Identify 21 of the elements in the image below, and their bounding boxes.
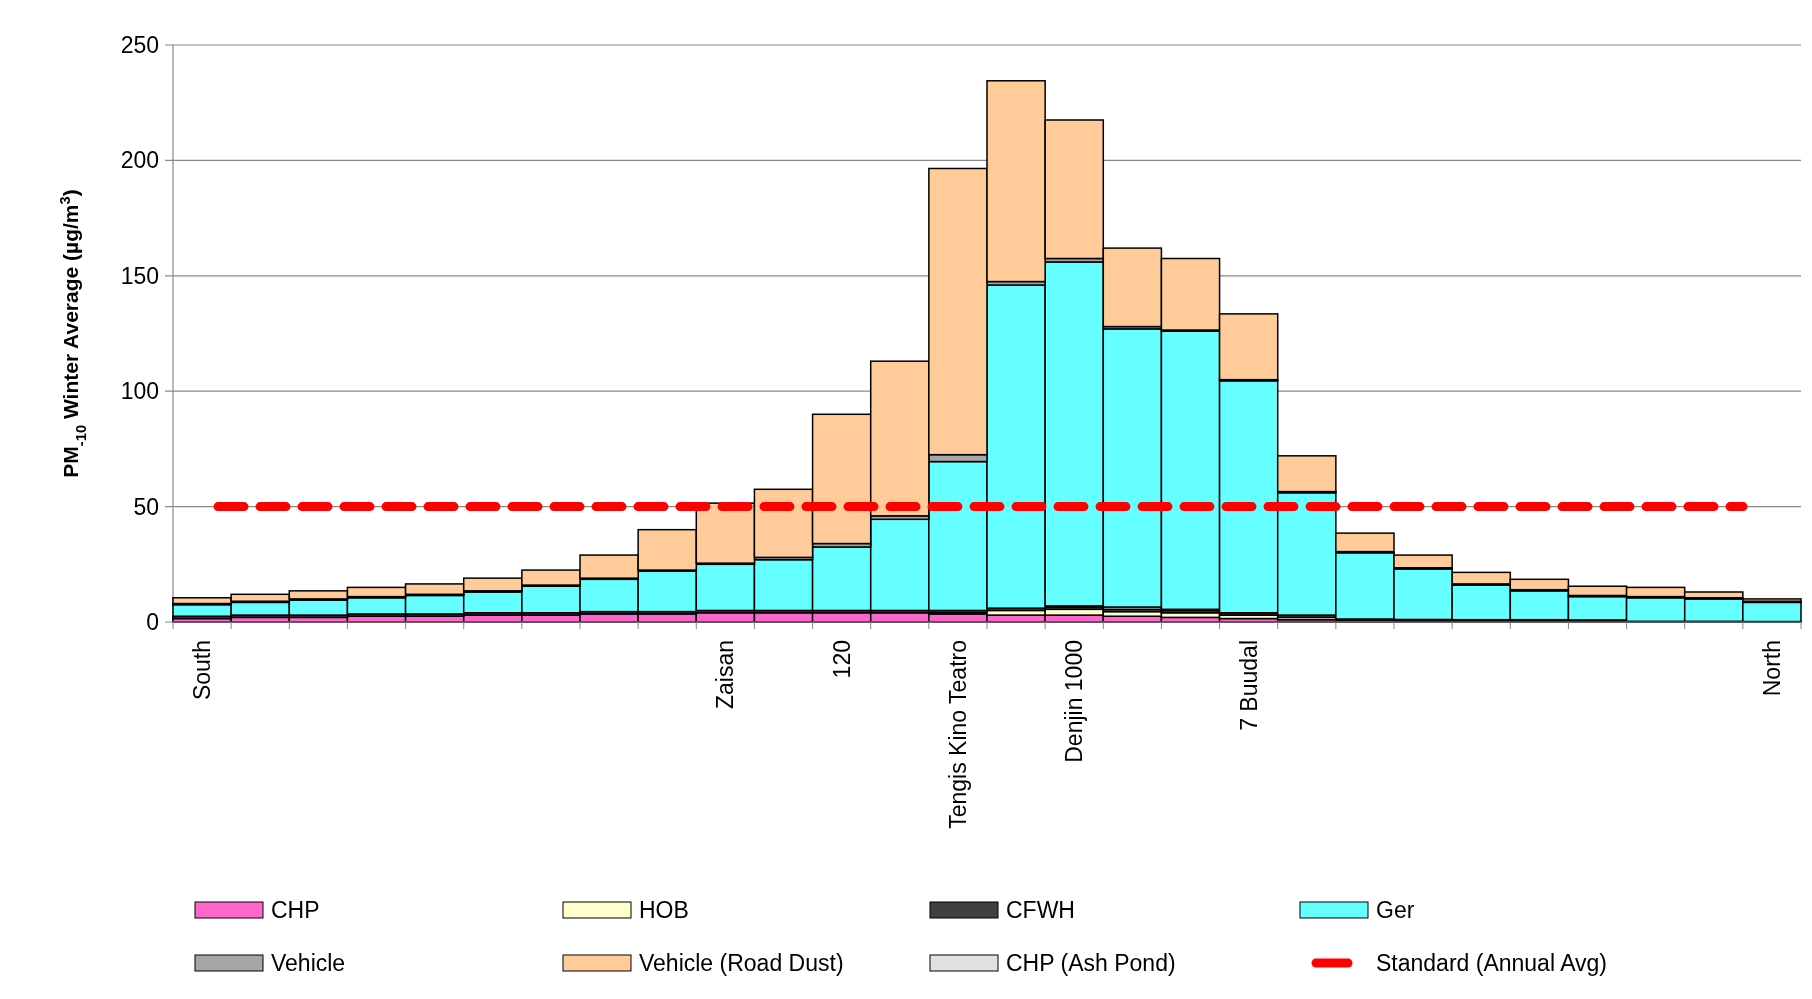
legend-label: CFWH (1006, 897, 1075, 924)
y-tick-label: 50 (133, 493, 159, 520)
legend-label: Standard (Annual Avg) (1376, 950, 1608, 977)
y-tick-label: 250 (120, 32, 159, 59)
x-tick-label: Zaisan (712, 640, 739, 710)
legend-label: CHP (271, 897, 320, 924)
y-tick-label: 150 (120, 262, 159, 289)
x-tick-label: 120 (828, 640, 855, 679)
y-tick-label: 200 (120, 147, 159, 174)
x-tick-label: Denjin 1000 (1061, 640, 1088, 763)
legend-label: Ger (1376, 897, 1415, 924)
legend-label: Vehicle (Road Dust) (639, 950, 844, 977)
y-tick-label: 100 (120, 378, 159, 405)
legend-label: Vehicle (271, 950, 346, 977)
x-tick-label: South (189, 640, 216, 701)
y-tick-label: 0 (146, 609, 159, 636)
x-tick-label: North (1758, 640, 1785, 697)
legend-label: HOB (639, 897, 689, 924)
x-tick-label: 7 Buudal (1235, 640, 1262, 731)
x-tick-label: Tengis Kino Teatro (944, 640, 971, 829)
legend-label: CHP (Ash Pond) (1006, 950, 1176, 977)
